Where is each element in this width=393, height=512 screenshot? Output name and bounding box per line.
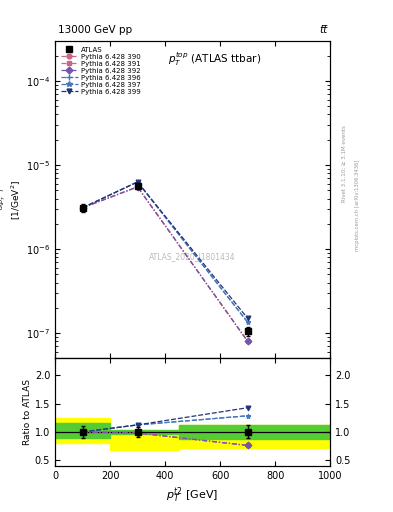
Text: tt̅: tt̅ xyxy=(319,25,327,35)
Y-axis label: $\frac{1}{\sigma}\frac{d^2\sigma}{d(p_T^{top})^2}$
[1/GeV$^2$]: $\frac{1}{\sigma}\frac{d^2\sigma}{d(p_T^… xyxy=(0,180,23,220)
Text: ATLAS_2020_I1801434: ATLAS_2020_I1801434 xyxy=(149,252,236,261)
Text: mcplots.cern.ch [arXiv:1306.3436]: mcplots.cern.ch [arXiv:1306.3436] xyxy=(355,159,360,250)
Text: 13000 GeV pp: 13000 GeV pp xyxy=(58,25,132,35)
X-axis label: $p_T^{t2}$ [GeV]: $p_T^{t2}$ [GeV] xyxy=(166,485,219,504)
Text: Rivet 3.1.10; ≥ 3.1M events: Rivet 3.1.10; ≥ 3.1M events xyxy=(342,125,346,202)
Legend: ATLAS, Pythia 6.428 390, Pythia 6.428 391, Pythia 6.428 392, Pythia 6.428 396, P: ATLAS, Pythia 6.428 390, Pythia 6.428 39… xyxy=(59,45,143,97)
Text: $p_T^{top}$ (ATLAS ttbar): $p_T^{top}$ (ATLAS ttbar) xyxy=(168,51,261,69)
Y-axis label: Ratio to ATLAS: Ratio to ATLAS xyxy=(23,379,32,445)
